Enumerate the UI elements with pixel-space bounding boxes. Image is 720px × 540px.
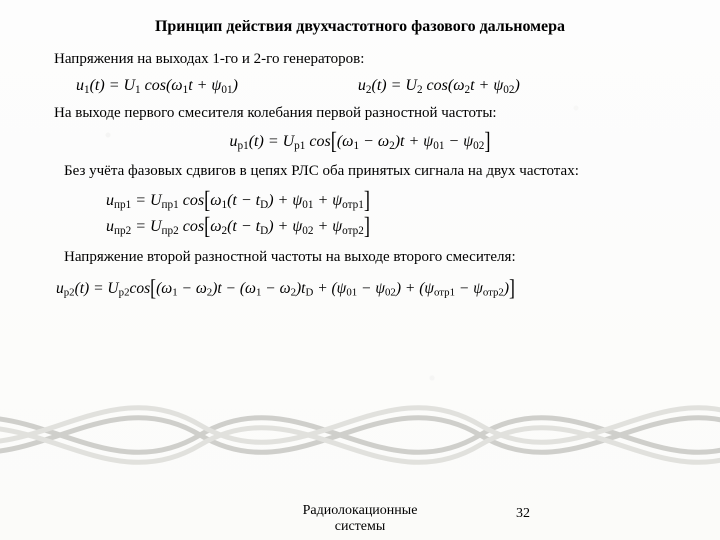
paragraph-2: На выходе первого смесителя колебания пе… [54,104,684,123]
equation-u2: u2(t) = U2 cos(ω2t + ψ02) [358,77,520,96]
equation-upr1: uпр1 = Uпр1 cos[ω1(t − tD) + ψ01 + ψотр1… [106,189,684,211]
paragraph-1: Напряжения на выходах 1-го и 2-го генера… [54,50,684,69]
footer-text: Радиолокационные системы [0,503,720,534]
equation-u1: u1(t) = U1 cos(ω1t + ψ01) [76,77,238,96]
slide-page: Принцип действия двухчастотного фазового… [0,0,720,540]
paragraph-4: Напряжение второй разностной частоты на … [36,248,684,267]
paragraph-3: Без учёта фазовых сдвигов в цепях РЛС об… [36,162,684,181]
slide-title: Принцип действия двухчастотного фазового… [36,18,684,36]
equation-up1: up1(t) = Up1 cos[(ω1 − ω2)t + ψ01 − ψ02] [36,130,684,152]
equation-row-1: u1(t) = U1 cos(ω1t + ψ01) u2(t) = U2 cos… [76,77,684,96]
equation-upr2: uпр2 = Uпр2 cos[ω2(t − tD) + ψ02 + ψотр2… [106,215,684,237]
equation-up2: up2(t) = Up2cos[(ω1 − ω2)t − (ω1 − ω2)tD… [56,277,684,299]
page-number: 32 [516,506,530,522]
